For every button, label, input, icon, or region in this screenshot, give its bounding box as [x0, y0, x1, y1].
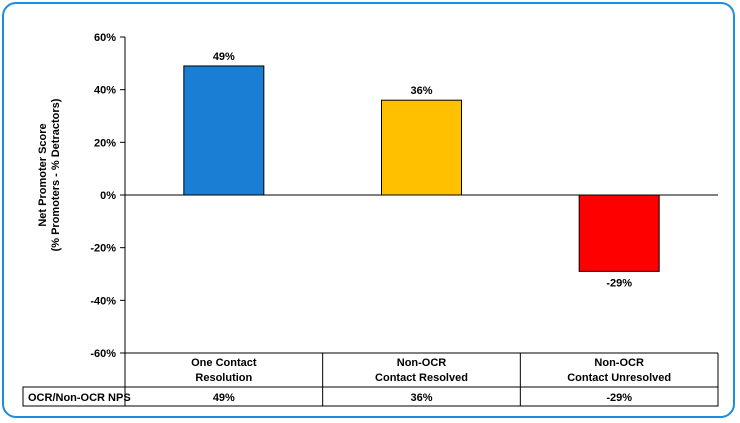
table-cell-value: 49%	[213, 392, 235, 404]
bar	[578, 194, 660, 272]
y-tick-label: 0%	[100, 190, 116, 202]
category-label-line2: Resolution	[195, 372, 252, 384]
category-label-line1: Non-OCR	[594, 357, 644, 369]
y-tick-label: -20%	[90, 243, 116, 255]
category-label-line2: Contact Resolved	[375, 372, 468, 384]
y-axis-title-line2: (% Promoters - % Detractors)	[50, 98, 62, 251]
y-tick-label: 40%	[94, 85, 116, 97]
data-label: -29%	[606, 277, 632, 289]
y-tick-label: 20%	[94, 137, 116, 149]
table-data-row	[22, 386, 719, 407]
category-label-line1: Non-OCR	[397, 357, 447, 369]
y-tick-label: 60%	[94, 32, 116, 44]
data-label: 49%	[213, 51, 235, 63]
data-label: 36%	[410, 85, 432, 97]
table-row-label: OCR/Non-OCR NPS	[28, 392, 131, 404]
table-cell-value: -29%	[606, 392, 632, 404]
data-table: One Contact Resolution Non-OCR Contact Reso…	[22, 352, 719, 407]
bar	[381, 99, 462, 196]
y-axis-title: Net Promoter Score (% Promoters - % Detra…	[37, 98, 62, 251]
y-tick-label: -60%	[90, 348, 116, 360]
y-axis-title-line1: Net Promoter Score	[37, 123, 49, 226]
table-cell-value: 36%	[410, 392, 432, 404]
y-tick-label: -40%	[90, 295, 116, 307]
bars: 49% 36% -29%	[183, 51, 660, 289]
bar	[183, 65, 265, 196]
category-label-line1: One Contact	[191, 357, 257, 369]
category-label-line2: Contact Unresolved	[567, 372, 671, 384]
